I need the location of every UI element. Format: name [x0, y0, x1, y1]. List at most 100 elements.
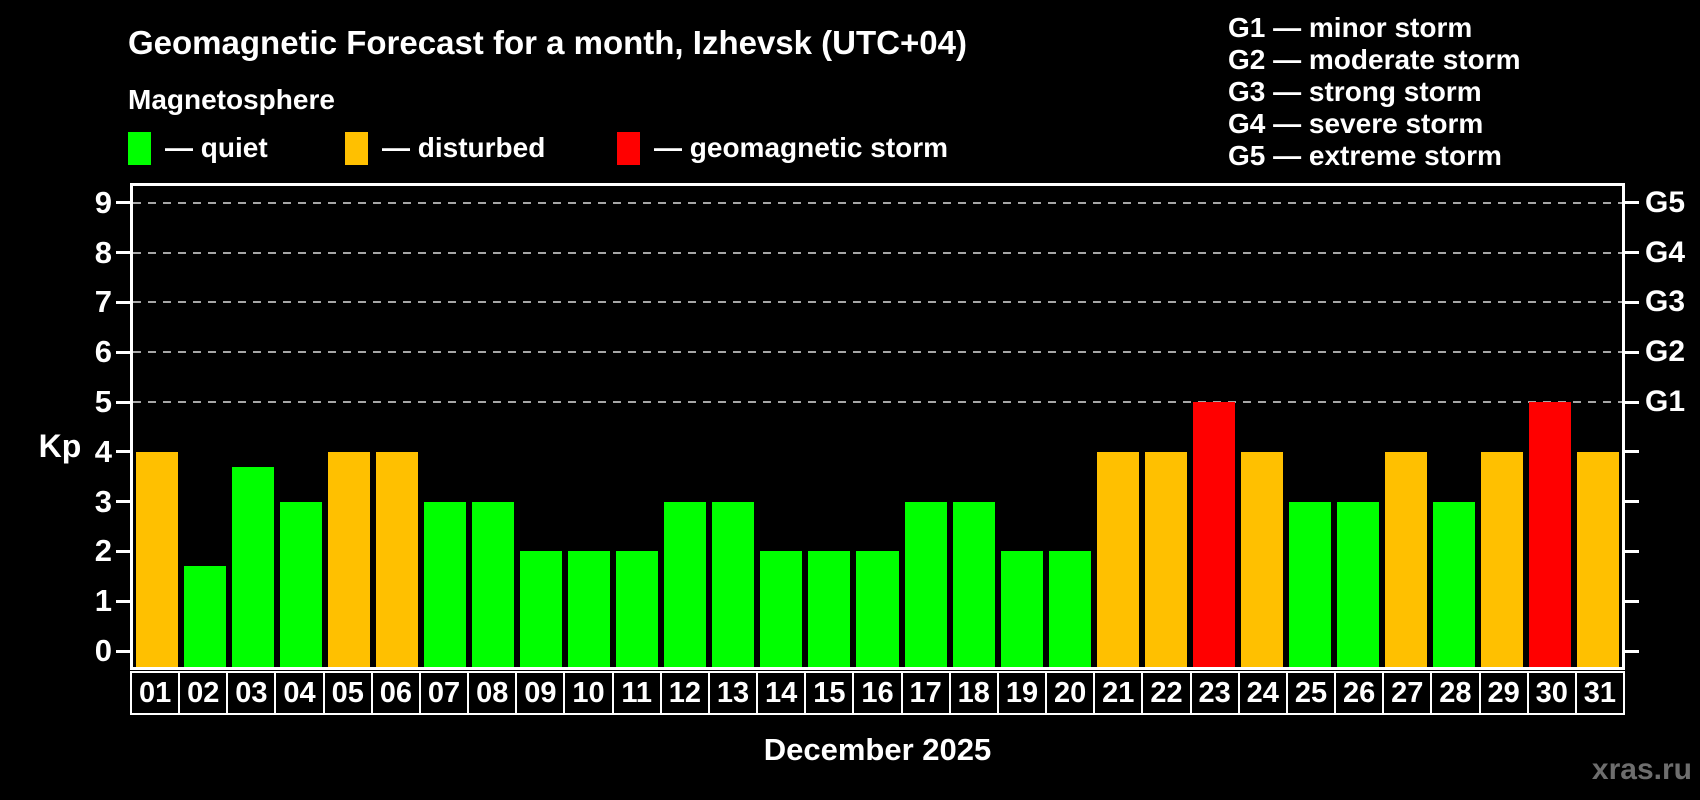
- watermark: xras.ru: [1591, 753, 1692, 786]
- bar-day-13: [712, 501, 755, 667]
- y-tick-label-2: 2: [94, 533, 112, 569]
- g-scale-legend: G1 — minor storm G2 — moderate storm G3 …: [1228, 12, 1521, 172]
- y-axis-label: Kp: [38, 428, 82, 464]
- bar-day-01: [136, 451, 179, 667]
- gridline-kp-8: [133, 251, 1622, 254]
- bar-day-18: [952, 501, 995, 667]
- legend-label-disturbed: — disturbed: [382, 132, 546, 163]
- right-tick-kp-5: [1625, 400, 1639, 404]
- bar-day-02: [184, 566, 227, 667]
- y-tick-label-5: 5: [94, 384, 112, 419]
- right-tick-kp-4: [1625, 450, 1639, 454]
- bar-day-10: [568, 551, 611, 667]
- day-label-11: 11: [613, 673, 660, 713]
- left-tick-kp-9: [116, 201, 130, 205]
- y-tick-label-4: 4: [94, 433, 112, 469]
- day-label-23: 23: [1191, 673, 1238, 713]
- chart-subtitle: Magnetosphere: [128, 84, 335, 115]
- bar-day-17: [904, 501, 947, 667]
- g-scale-tick-label-G1: G1: [1645, 385, 1686, 418]
- bar-day-25: [1288, 501, 1331, 667]
- x-axis-day-labels: 01 02 03 04 05 06 07 08 09 10 11 12 13 14 15 16 17 18 19 20…: [130, 671, 1625, 715]
- day-label-03: 03: [228, 673, 275, 713]
- bar-day-08: [472, 501, 515, 667]
- day-label-07: 07: [420, 673, 468, 713]
- right-tick-kp-6: [1625, 350, 1639, 354]
- day-label-21: 21: [1095, 673, 1142, 713]
- g-scale-tick-label-G4: G4: [1645, 235, 1686, 269]
- bar-day-31: [1576, 451, 1619, 667]
- day-label-18: 18: [950, 673, 997, 713]
- bar-day-03: [232, 466, 275, 667]
- bar-day-06: [376, 451, 419, 667]
- gridline-kp-6: [133, 351, 1622, 354]
- gridline-kp-5: [133, 401, 1622, 403]
- day-label-14: 14: [758, 673, 805, 713]
- g-scale-legend-line: G2 — moderate storm: [1228, 44, 1521, 75]
- g-scale-tick-label-G5: G5: [1645, 185, 1686, 219]
- y-tick-label-6: 6: [94, 334, 112, 370]
- g-scale-tick-label-G2: G2: [1645, 335, 1686, 369]
- day-label-12: 12: [661, 673, 708, 713]
- left-tick-kp-6: [116, 350, 130, 354]
- right-tick-kp-7: [1625, 300, 1639, 304]
- day-label-08: 08: [469, 673, 516, 713]
- legend-label-storm: — geomagnetic storm: [654, 132, 949, 163]
- bar-day-14: [760, 551, 803, 667]
- left-tick-kp-7: [116, 300, 130, 304]
- day-label-16: 16: [854, 673, 901, 713]
- left-tick-kp-4: [116, 450, 130, 454]
- right-tick-kp-1: [1625, 599, 1639, 603]
- bar-day-23: [1192, 402, 1235, 667]
- bar-day-09: [520, 551, 563, 667]
- day-label-29: 29: [1480, 673, 1527, 713]
- day-label-10: 10: [565, 673, 612, 713]
- y-tick-label-9: 9: [94, 184, 112, 220]
- storm-color-swatch: [617, 131, 640, 165]
- day-label-15: 15: [806, 673, 853, 713]
- day-label-22: 22: [1143, 673, 1190, 713]
- plot-frame: [130, 183, 1625, 670]
- quiet-color-swatch: [128, 131, 151, 165]
- bar-day-07: [424, 501, 467, 667]
- day-label-28: 28: [1432, 673, 1479, 713]
- gridline-kp-7: [133, 301, 1622, 304]
- bar-day-11: [616, 551, 659, 667]
- left-tick-kp-3: [116, 500, 130, 504]
- right-tick-kp-9: [1625, 201, 1639, 205]
- bar-day-30: [1528, 402, 1571, 667]
- plot-area: [133, 186, 1622, 667]
- right-tick-kp-0: [1625, 649, 1639, 653]
- g-scale-tick-label-G3: G3: [1645, 285, 1686, 319]
- legend-item-storm: — geomagnetic storm: [617, 130, 948, 166]
- left-tick-kp-1: [116, 599, 130, 603]
- day-label-13: 13: [709, 673, 757, 713]
- day-label-01: 01: [132, 673, 179, 713]
- bar-day-29: [1480, 451, 1523, 667]
- day-label-05: 05: [324, 673, 371, 713]
- x-axis-title: December 2025: [763, 732, 992, 767]
- bar-day-22: [1144, 451, 1187, 667]
- day-label-04: 04: [276, 673, 323, 713]
- g-scale-legend-line: G5 — extreme storm: [1228, 140, 1502, 171]
- g-scale-legend-line: G3 — strong storm: [1228, 76, 1482, 107]
- chart-title: Geomagnetic Forecast for a month, Izhevs…: [128, 24, 967, 61]
- day-label-20: 20: [1047, 673, 1094, 713]
- bar-day-20: [1048, 551, 1091, 667]
- day-label-02: 02: [180, 673, 227, 713]
- bar-day-28: [1432, 501, 1475, 667]
- day-label-27: 27: [1384, 673, 1431, 713]
- right-tick-kp-2: [1625, 549, 1639, 553]
- bar-day-24: [1240, 451, 1283, 667]
- y-tick-label-1: 1: [94, 583, 112, 619]
- left-tick-kp-0: [116, 649, 130, 653]
- day-label-25: 25: [1287, 673, 1335, 713]
- legend-label-quiet: — quiet: [165, 132, 268, 163]
- legend-item-disturbed: — disturbed: [345, 130, 545, 166]
- bar-day-16: [856, 551, 899, 667]
- y-tick-label-0: 0: [94, 633, 112, 668]
- y-tick-label-7: 7: [94, 284, 112, 320]
- day-label-31: 31: [1576, 673, 1623, 713]
- day-label-24: 24: [1239, 673, 1286, 713]
- day-label-06: 06: [372, 673, 419, 713]
